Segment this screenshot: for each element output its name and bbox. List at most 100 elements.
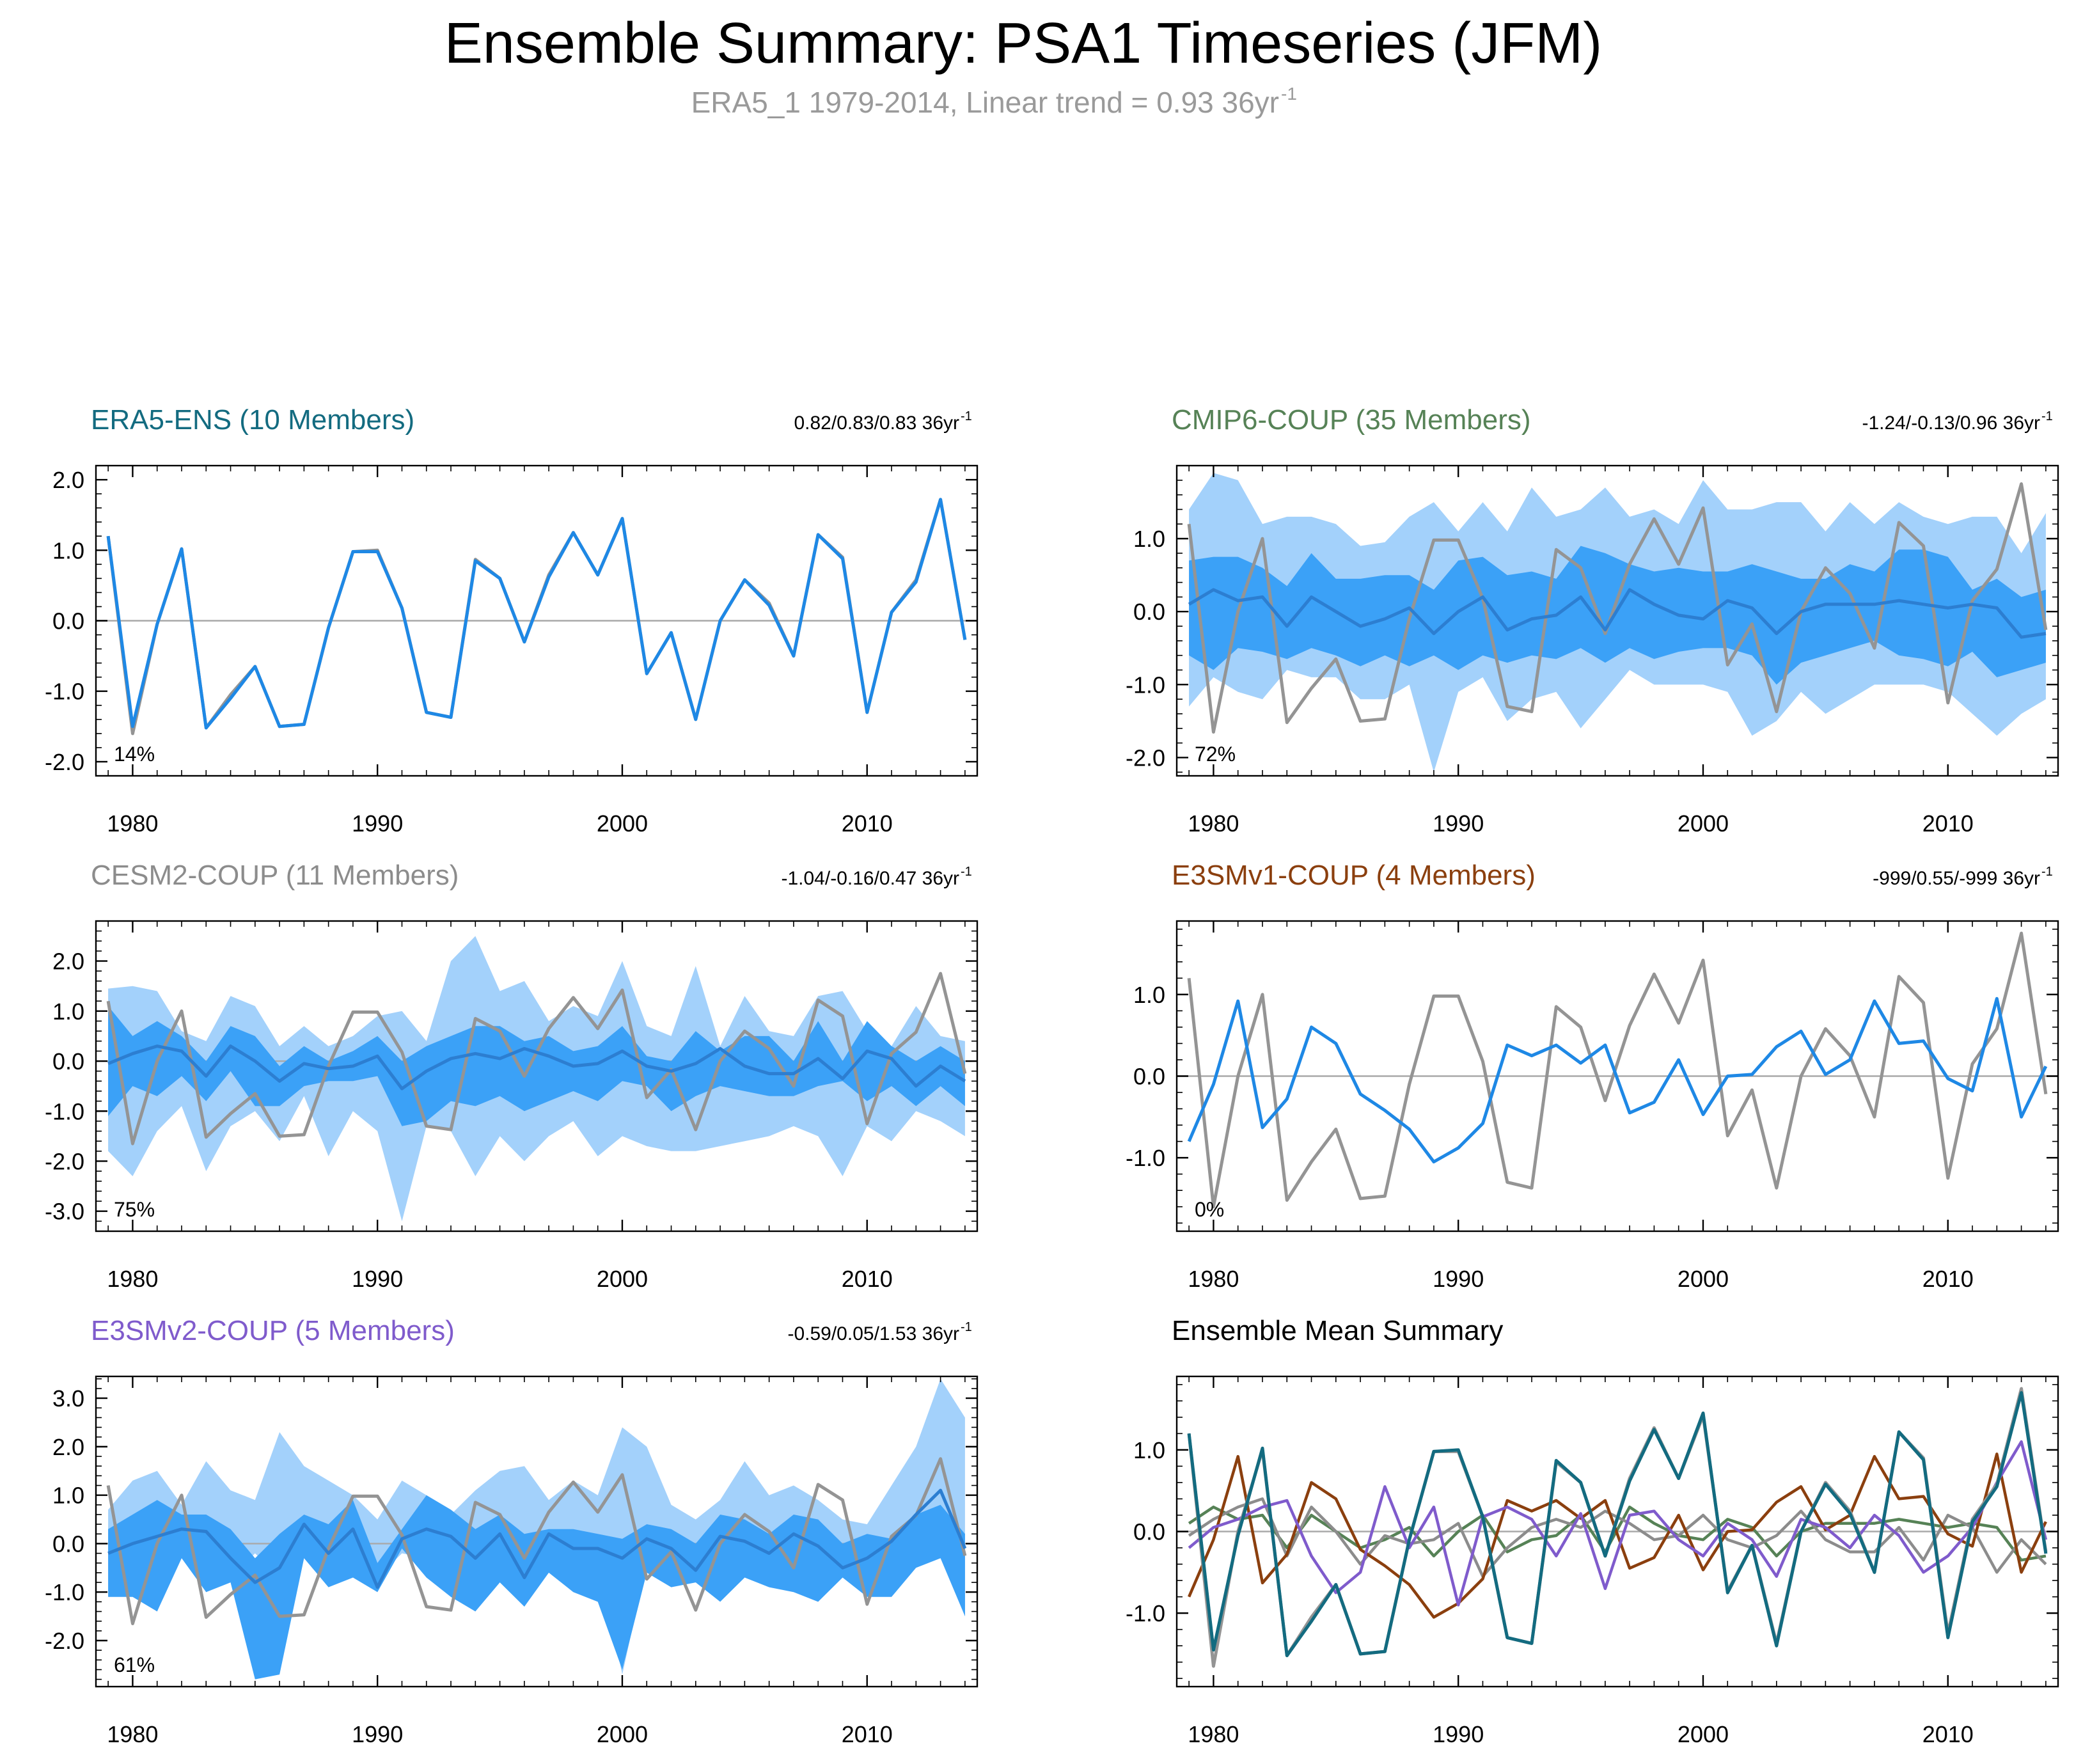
x-tick-label: 2000 — [597, 810, 648, 837]
series-line-0 — [107, 1488, 967, 1589]
panel-trend-stat: 0.82/0.83/0.83 36yr — [794, 413, 959, 434]
panel-p2: CMIP6-COUP (35 Members) -1.24/-0.13/0.96 … — [1126, 404, 2059, 837]
panel-trend-stat: -1.04/-0.16/0.47 36yr — [781, 868, 959, 889]
panels: ERA5-ENS (10 Members) 0.82/0.83/0.83 36yr… — [45, 404, 2059, 1747]
percent-label: 0% — [1195, 1198, 1224, 1221]
panel-data — [1177, 473, 2058, 773]
y-tick-label: -1.0 — [45, 1579, 84, 1605]
y-tick-label: -1.0 — [1126, 1145, 1165, 1171]
y-tick-label: 1.0 — [1133, 526, 1165, 552]
outer-spread-band — [108, 1378, 965, 1675]
series-line-4 — [1188, 1440, 2048, 1607]
series-line-0 — [1188, 588, 2047, 639]
y-tick-label: 1.0 — [1133, 1437, 1165, 1463]
panel-p4: E3SMv1-COUP (4 Members) -999/0.55/-999 36… — [1126, 860, 2059, 1292]
x-tick-label: 1990 — [352, 1266, 403, 1292]
panel-trend-stat-superscript: -1 — [961, 1320, 972, 1334]
figure-subtitle-superscript: -1 — [1281, 84, 1297, 104]
y-tick-label: -2.0 — [45, 749, 84, 775]
panel-title: E3SMv1-COUP (4 Members) — [1172, 860, 1536, 891]
y-tick-label: 2.0 — [52, 1434, 84, 1460]
y-tick-label: -3.0 — [45, 1199, 84, 1225]
y-tick-label: 0.0 — [52, 608, 84, 634]
series-line-0 — [106, 498, 967, 730]
panel-title: Ensemble Mean Summary — [1172, 1315, 1503, 1346]
x-tick-label: 2000 — [1678, 1266, 1729, 1292]
x-tick-label: 2010 — [1922, 1721, 1974, 1747]
x-tick-label: 2010 — [842, 1266, 893, 1292]
panel-trend-stat-superscript: -1 — [2041, 865, 2053, 879]
y-tick-label: -1.0 — [45, 1098, 84, 1124]
plot-frame — [95, 1375, 979, 1688]
x-tick-label: 2010 — [842, 810, 893, 837]
x-tick-label: 2010 — [1922, 1266, 1974, 1292]
x-tick-label: 2000 — [597, 1721, 648, 1747]
series-line-0 — [107, 1044, 966, 1091]
y-tick-label: -2.0 — [1126, 744, 1165, 771]
y-tick-label: -2.0 — [45, 1148, 84, 1174]
inner-spread-band — [108, 1495, 965, 1680]
y-tick-label: 1.0 — [52, 998, 84, 1025]
observation-line — [1187, 931, 2048, 1209]
observation-line — [1187, 482, 2048, 734]
panel-trend-stat: -1.24/-0.13/0.96 36yr — [1862, 413, 2040, 434]
panel-trend-stat-superscript: -1 — [961, 409, 972, 423]
panel-trend-stat-superscript: -1 — [2041, 409, 2053, 423]
x-tick-label: 1990 — [352, 1721, 403, 1747]
panel-title: CESM2-COUP (11 Members) — [91, 860, 459, 891]
panel-trend-stat: -999/0.55/-999 36yr — [1873, 868, 2040, 889]
x-tick-label: 1980 — [1188, 1721, 1239, 1747]
y-tick-label: 0.0 — [1133, 599, 1165, 625]
y-tick-label: 1.0 — [1133, 982, 1165, 1008]
y-tick-label: 3.0 — [52, 1385, 84, 1412]
x-tick-label: 2010 — [1922, 810, 1974, 837]
series-line-0 — [1187, 996, 2048, 1163]
panel-p3: CESM2-COUP (11 Members) -1.04/-0.16/0.47 … — [45, 860, 979, 1292]
panel-p5: E3SMv2-COUP (5 Members) -0.59/0.05/1.53 3… — [45, 1315, 979, 1747]
panel-trend-stat-superscript: -1 — [961, 865, 972, 879]
y-tick-label: -1.0 — [1126, 672, 1165, 698]
percent-label: 75% — [114, 1198, 155, 1221]
y-tick-label: -1.0 — [1126, 1600, 1165, 1626]
figure-title: Ensemble Summary: PSA1 Timeseries (JFM) — [444, 12, 1602, 75]
percent-label: 72% — [1195, 743, 1236, 766]
series-line-top — [1187, 1391, 2048, 1657]
x-tick-label: 1990 — [1433, 810, 1484, 837]
x-tick-label: 1990 — [352, 810, 403, 837]
y-tick-label: 0.0 — [52, 1048, 84, 1075]
x-tick-label: 1990 — [1433, 1266, 1484, 1292]
panel-p1: ERA5-ENS (10 Members) 0.82/0.83/0.83 36yr… — [45, 404, 979, 837]
plot-frame — [95, 920, 979, 1232]
x-tick-label: 1990 — [1433, 1721, 1484, 1747]
panel-title: CMIP6-COUP (35 Members) — [1172, 404, 1531, 436]
y-tick-label: -1.0 — [45, 679, 84, 705]
x-tick-label: 1980 — [1188, 1266, 1239, 1292]
y-tick-label: 0.0 — [52, 1531, 84, 1557]
panel-data — [1177, 931, 2058, 1209]
panel-title: E3SMv2-COUP (5 Members) — [91, 1315, 455, 1346]
plot-frame — [1175, 464, 2059, 777]
x-tick-label: 1980 — [1188, 810, 1239, 837]
y-tick-label: 1.0 — [52, 1483, 84, 1509]
panel-data — [96, 498, 977, 736]
x-tick-label: 2000 — [1678, 810, 1729, 837]
x-tick-label: 1980 — [107, 1266, 158, 1292]
figure-subtitle: ERA5_1 1979-2014, Linear trend = 0.93 36… — [691, 86, 1279, 119]
x-tick-label: 2000 — [1678, 1721, 1729, 1747]
x-tick-label: 2000 — [597, 1266, 648, 1292]
panel-trend-stat: -0.59/0.05/1.53 36yr — [787, 1323, 959, 1344]
panel-data — [96, 936, 977, 1222]
y-tick-label: 2.0 — [52, 467, 84, 493]
panel-title: ERA5-ENS (10 Members) — [91, 404, 414, 436]
x-tick-label: 1980 — [107, 810, 158, 837]
percent-label: 61% — [114, 1653, 155, 1676]
y-tick-label: -2.0 — [45, 1628, 84, 1654]
panel-data — [96, 1378, 977, 1680]
y-tick-label: 0.0 — [1133, 1519, 1165, 1545]
percent-label: 14% — [114, 743, 155, 766]
y-tick-label: 2.0 — [52, 949, 84, 975]
panel-p6: Ensemble Mean Summary -1.0 0.0 1.0 1980 1990 2… — [1126, 1315, 2059, 1747]
series-line-3 — [1188, 1453, 2047, 1619]
y-tick-label: 1.0 — [52, 537, 84, 563]
